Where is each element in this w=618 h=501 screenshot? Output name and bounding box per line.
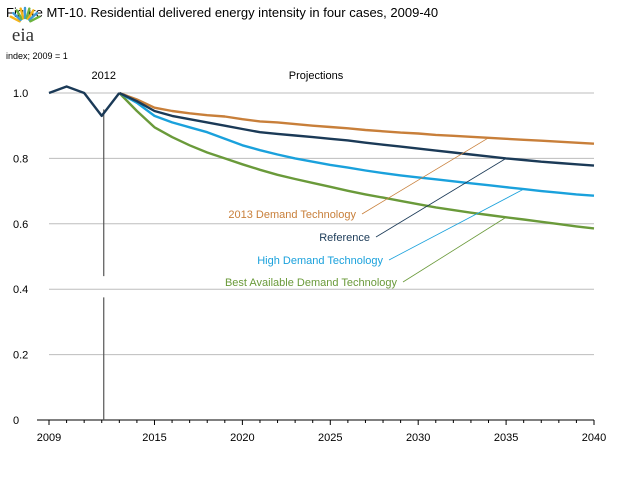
eia-logo: eia: [9, 6, 41, 44]
annotation-leader: [375, 158, 507, 238]
x-tick-label: 2015: [142, 432, 166, 444]
series-line-4: [118, 92, 595, 230]
history-projection-divider: 2012 Projections: [91, 70, 344, 420]
logo-ray: [26, 9, 35, 21]
y-axis-label: index; 2009 = 1: [6, 51, 68, 61]
eia-logo-text: eia: [12, 25, 35, 44]
annotation-leader: [361, 137, 489, 215]
y-tick-label: 0.6: [13, 219, 28, 231]
x-tick-label: 2035: [494, 432, 518, 444]
y-tick-label: 0.8: [13, 153, 28, 165]
x-tick-label: 2030: [406, 432, 430, 444]
y-tick-label: 0.4: [13, 284, 28, 296]
series-lines: [48, 85, 595, 230]
y-tick-labels: 0 0.2 0.4 0.6 0.8 1.0: [13, 88, 28, 427]
y-tick-label: 1.0: [13, 88, 28, 100]
x-tick-label: 2020: [230, 432, 254, 444]
divider-year-label: 2012: [91, 70, 115, 82]
logo-ray: [25, 7, 31, 20]
history-line: [48, 85, 121, 118]
series-label: 2013 Demand Technology: [228, 209, 356, 221]
series-line-3: [118, 91, 595, 197]
logo-ray: [9, 15, 21, 23]
logo-ray: [12, 11, 22, 22]
y-tick-label: 0.2: [13, 350, 28, 362]
annotation-leader: [402, 216, 507, 283]
series-label: Reference: [319, 232, 370, 244]
series-label: Best Available Demand Technology: [225, 277, 398, 289]
logo-ray: [19, 7, 25, 20]
logo-ray: [15, 9, 24, 21]
series-label: High Demand Technology: [257, 255, 383, 267]
x-tick-label: 2040: [582, 432, 606, 444]
annotation-leader: [388, 188, 524, 261]
series-annotations: 2013 Demand Technology Reference High Dema…: [225, 137, 524, 289]
x-tick-label: 2009: [37, 432, 61, 444]
projections-label: Projections: [289, 70, 344, 82]
x-axis: 2009 2015 2020 2025 2030 2035 2040: [37, 419, 606, 444]
chart-title: Figure MT-10. Residential delivered ener…: [6, 5, 439, 20]
sunburst-icon: [9, 6, 41, 23]
gridlines: [49, 92, 594, 356]
series-line-1: [118, 91, 595, 145]
series-line-2: [118, 91, 595, 167]
x-tick-label: 2025: [318, 432, 342, 444]
logo-ray: [29, 15, 41, 23]
y-tick-label: 0: [13, 415, 19, 427]
logo-ray: [28, 11, 38, 22]
